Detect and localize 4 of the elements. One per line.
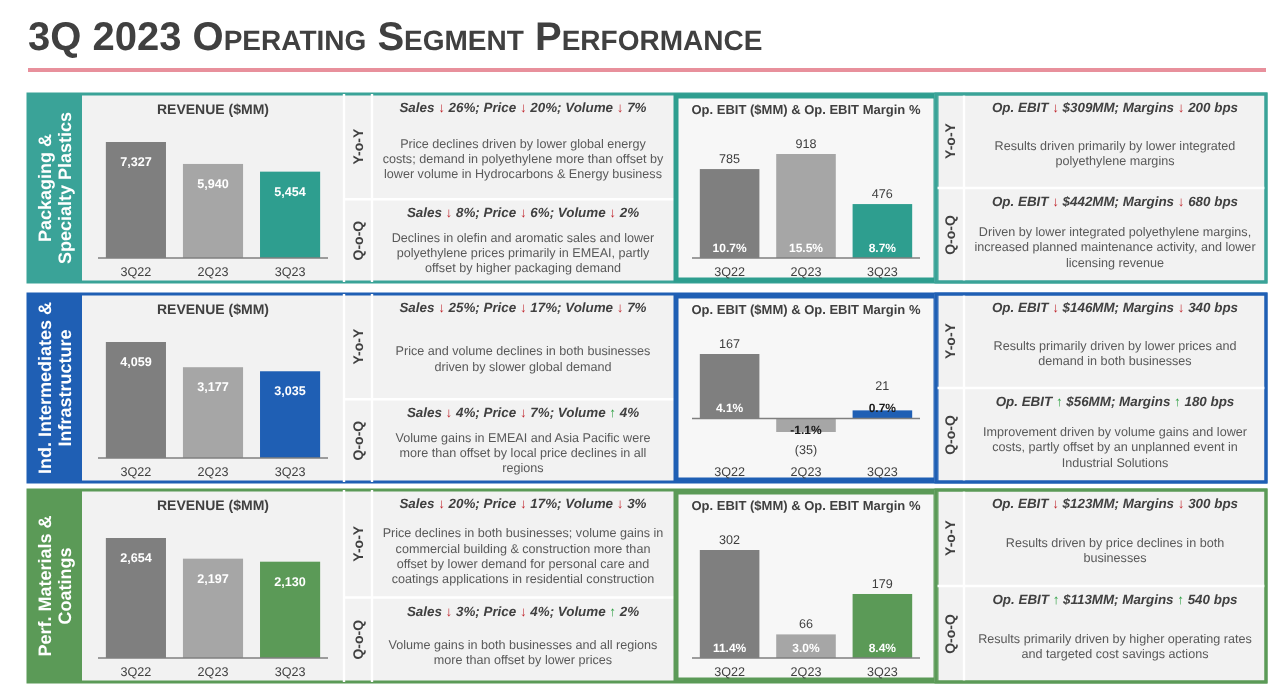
text: 3Q 2023 Operating Segment Performance [28, 16, 763, 60]
text: Ind. Intermediates & Infrastructure [35, 300, 75, 475]
text: Perf. Materials & Coatings [35, 514, 75, 657]
text: Packaging & Specialty Plastics [35, 111, 75, 265]
